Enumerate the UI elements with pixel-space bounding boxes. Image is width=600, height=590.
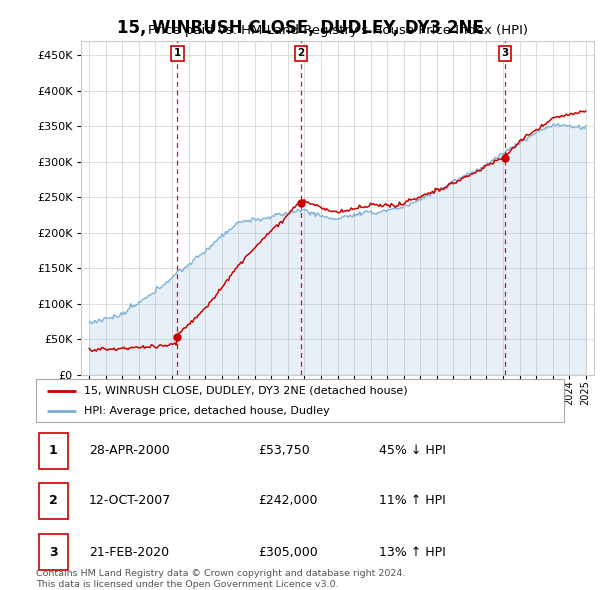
Text: 2: 2 (297, 48, 304, 58)
Text: 11% ↑ HPI: 11% ↑ HPI (379, 494, 446, 507)
Text: 45% ↓ HPI: 45% ↓ HPI (379, 444, 446, 457)
FancyBboxPatch shape (38, 535, 68, 570)
Text: 3: 3 (49, 546, 58, 559)
Text: £53,750: £53,750 (258, 444, 310, 457)
Text: 15, WINRUSH CLOSE, DUDLEY, DY3 2NE: 15, WINRUSH CLOSE, DUDLEY, DY3 2NE (116, 19, 484, 37)
Text: £305,000: £305,000 (258, 546, 317, 559)
Text: HPI: Average price, detached house, Dudley: HPI: Average price, detached house, Dudl… (83, 406, 329, 416)
FancyBboxPatch shape (38, 433, 68, 468)
Text: 21-FEB-2020: 21-FEB-2020 (89, 546, 169, 559)
FancyBboxPatch shape (38, 483, 68, 519)
Text: 12-OCT-2007: 12-OCT-2007 (89, 494, 171, 507)
Text: 2: 2 (49, 494, 58, 507)
Text: 3: 3 (502, 48, 509, 58)
Title: Price paid vs. HM Land Registry's House Price Index (HPI): Price paid vs. HM Land Registry's House … (148, 24, 527, 37)
Text: 1: 1 (49, 444, 58, 457)
Text: Contains HM Land Registry data © Crown copyright and database right 2024.
This d: Contains HM Land Registry data © Crown c… (36, 569, 406, 589)
Text: £242,000: £242,000 (258, 494, 317, 507)
Text: 15, WINRUSH CLOSE, DUDLEY, DY3 2NE (detached house): 15, WINRUSH CLOSE, DUDLEY, DY3 2NE (deta… (83, 386, 407, 396)
FancyBboxPatch shape (36, 379, 564, 422)
Text: 13% ↑ HPI: 13% ↑ HPI (379, 546, 446, 559)
Text: 1: 1 (173, 48, 181, 58)
Text: 28-APR-2000: 28-APR-2000 (89, 444, 170, 457)
